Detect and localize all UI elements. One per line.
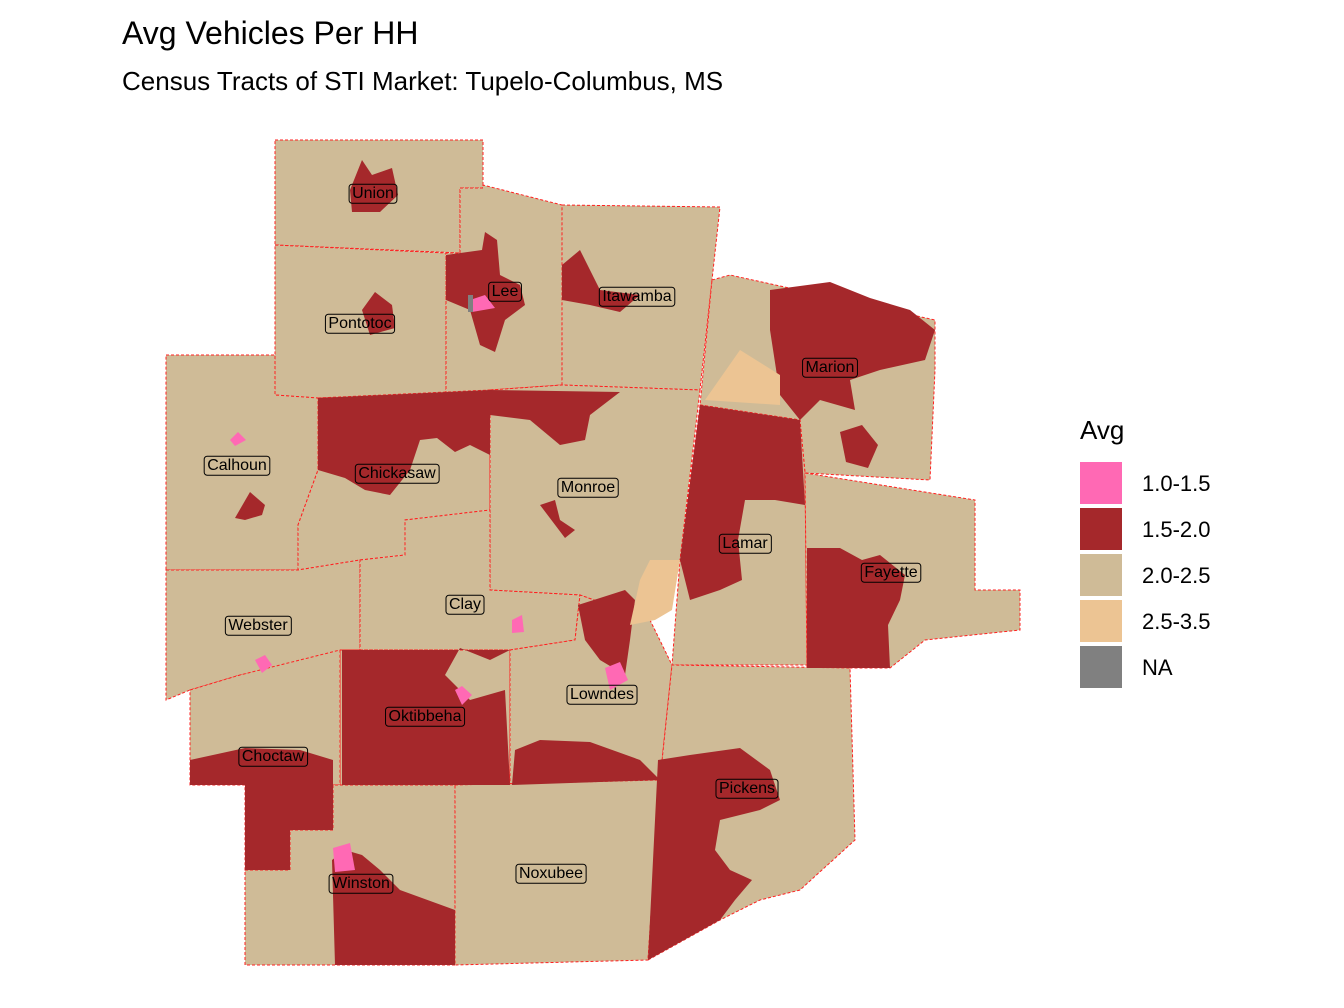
tract [332,850,455,965]
county-label-box [715,778,779,799]
county-label: Marion [806,359,855,376]
tract [342,648,510,785]
county-label: Pontotoc [328,315,391,332]
tract [705,350,780,405]
county-label: Chickasaw [358,465,436,482]
county-label-box [203,455,271,476]
county-label: Fayette [864,564,917,581]
county-label-box [860,562,922,583]
legend-swatch [1080,646,1122,688]
county-label-box [224,615,292,636]
subtitle: Census Tracts of STI Market: Tupelo-Colu… [122,66,723,96]
county-label-box [238,746,309,767]
county-label-box [557,477,619,498]
tract [540,500,575,538]
legend-label: 1.5-2.0 [1142,517,1211,542]
tract [605,662,628,690]
tract [455,686,472,705]
tract [648,748,780,960]
tract [512,615,524,633]
tract [235,492,265,520]
legend-label: NA [1142,655,1173,680]
county-label: Union [352,185,394,202]
legend-label: 1.0-1.5 [1142,471,1211,496]
legend-label: 2.0-2.5 [1142,563,1211,588]
county-label: Winston [332,875,390,892]
tract [190,748,333,870]
tracts [190,160,935,965]
county-label: Itawamba [602,288,671,305]
tract [230,432,246,446]
county-label-box [515,863,587,884]
county-label: Noxubee [519,865,583,882]
tract [255,655,272,673]
county-label: Oktibbeha [389,708,462,725]
county-label-box [445,594,485,615]
county-label: Monroe [561,479,615,496]
tract [362,292,395,335]
county-label-box [324,313,396,334]
tract [318,390,490,495]
tract [562,250,640,312]
tract [490,390,620,445]
tract [770,282,935,420]
counties [165,139,1021,966]
tract [350,160,398,212]
county-label: Clay [449,596,481,613]
tract [680,405,805,600]
legend-label: 2.5-3.5 [1142,609,1211,634]
county-labels: Union Lee Itawamba Pontotoc Marion Calhoun Chi… [203,183,922,894]
tract [630,560,680,625]
county-label: Lee [492,283,519,300]
county-label: Choctaw [242,748,305,765]
legend-swatch [1080,554,1122,596]
legend-title: Avg [1080,415,1124,445]
county-label-box [718,533,772,554]
tract [807,548,905,668]
tract [470,295,495,312]
county-label: Webster [228,617,288,634]
title: Avg Vehicles Per HH [122,15,418,51]
county-label-box [385,706,466,727]
county-label-box [348,183,398,204]
county-label: Calhoun [207,457,267,474]
legend-swatch [1080,508,1122,550]
county-label-box [566,684,638,705]
tract [446,232,525,352]
county [561,204,721,391]
tract [578,590,635,675]
legend-swatch [1080,462,1122,504]
tract [333,843,355,872]
legend-swatch [1080,600,1122,642]
county-label-box [354,463,440,484]
county-label: Pickens [719,780,775,797]
county-label: Lowndes [570,686,634,703]
legend: 1.0-1.5 1.5-2.0 2.0-2.5 2.5-3.5 NA [1080,462,1211,688]
county-label-box [328,873,394,894]
county-label-box [802,357,858,378]
tract [512,740,660,785]
county-label-box [488,281,522,302]
county-label: Lamar [722,535,768,552]
tract [840,425,878,468]
tract [468,295,473,312]
county-label-box [598,286,676,307]
